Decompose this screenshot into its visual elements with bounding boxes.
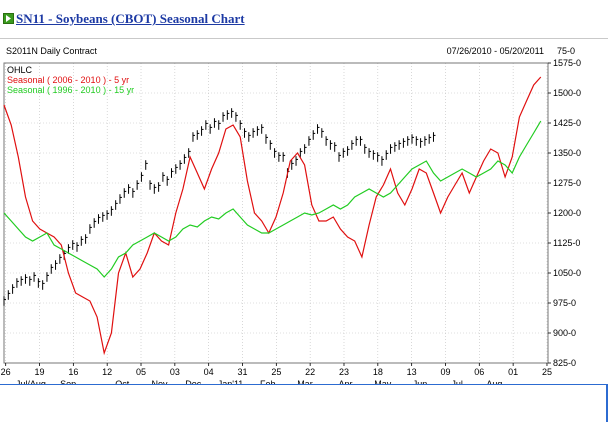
arrow-right-icon [3, 13, 14, 24]
scale-label: 75-0 [557, 46, 575, 56]
y-tick-label: 825-0 [553, 358, 576, 368]
x-tick-label: 06 [474, 367, 484, 377]
footer-strip [0, 384, 608, 422]
seasonal-5yr-line [3, 76, 542, 356]
x-tick-label: 03 [170, 367, 180, 377]
date-range: 07/26/2010 - 05/20/2011 [447, 46, 544, 56]
y-tick-label: 1425-0 [553, 118, 581, 128]
legend-entry: OHLC [7, 65, 33, 75]
x-tick-label: 12 [102, 367, 112, 377]
x-tick-label: 31 [237, 367, 247, 377]
chart-area: S2011N Daily Contract 07/26/2010 - 05/20… [0, 39, 608, 422]
y-tick-label: 1500-0 [553, 88, 581, 98]
title-bar: SN11 - Soybeans (CBOT) Seasonal Chart [0, 0, 608, 39]
y-tick-label: 1275-0 [553, 178, 581, 188]
x-tick-label: 18 [373, 367, 383, 377]
x-tick-label: 19 [35, 367, 45, 377]
y-tick-label: 975-0 [553, 298, 576, 308]
x-tick-label: 25 [542, 367, 552, 377]
chart-title-link[interactable]: SN11 - Soybeans (CBOT) Seasonal Chart [16, 11, 245, 26]
x-tick-label: 05 [136, 367, 146, 377]
x-tick-label: 25 [271, 367, 281, 377]
y-tick-label: 900-0 [553, 328, 576, 338]
x-tick-label: 13 [407, 367, 417, 377]
y-tick-label: 1125-0 [553, 238, 580, 248]
x-tick-label: 22 [305, 367, 315, 377]
y-tick-label: 1200-0 [553, 208, 581, 218]
x-tick-label: 01 [508, 367, 518, 377]
y-tick-label: 1575-0 [553, 58, 581, 68]
series-group [3, 76, 542, 356]
y-tick-label: 1350-0 [553, 148, 581, 158]
seasonal-chart: S2011N Daily Contract 07/26/2010 - 05/20… [0, 39, 608, 389]
x-tick-label: 26 [1, 367, 11, 377]
x-tick-label: 09 [440, 367, 450, 377]
y-axis: 1575-0 1500-0 1425-0 1350-0 1275-0 1200-0 1125… [548, 58, 581, 368]
x-tick-label: 04 [204, 367, 214, 377]
legend-entry: Seasonal ( 1996 - 2010 ) - 15 yr [7, 85, 134, 95]
y-tick-label: 1050-0 [553, 268, 581, 278]
contract-label: S2011N Daily Contract [6, 46, 97, 56]
x-tick-label: 23 [339, 367, 349, 377]
x-tick-label: 16 [68, 367, 78, 377]
legend-entry: Seasonal ( 2006 - 2010 ) - 5 yr [7, 75, 129, 85]
seasonal-15yr-line [3, 120, 542, 278]
